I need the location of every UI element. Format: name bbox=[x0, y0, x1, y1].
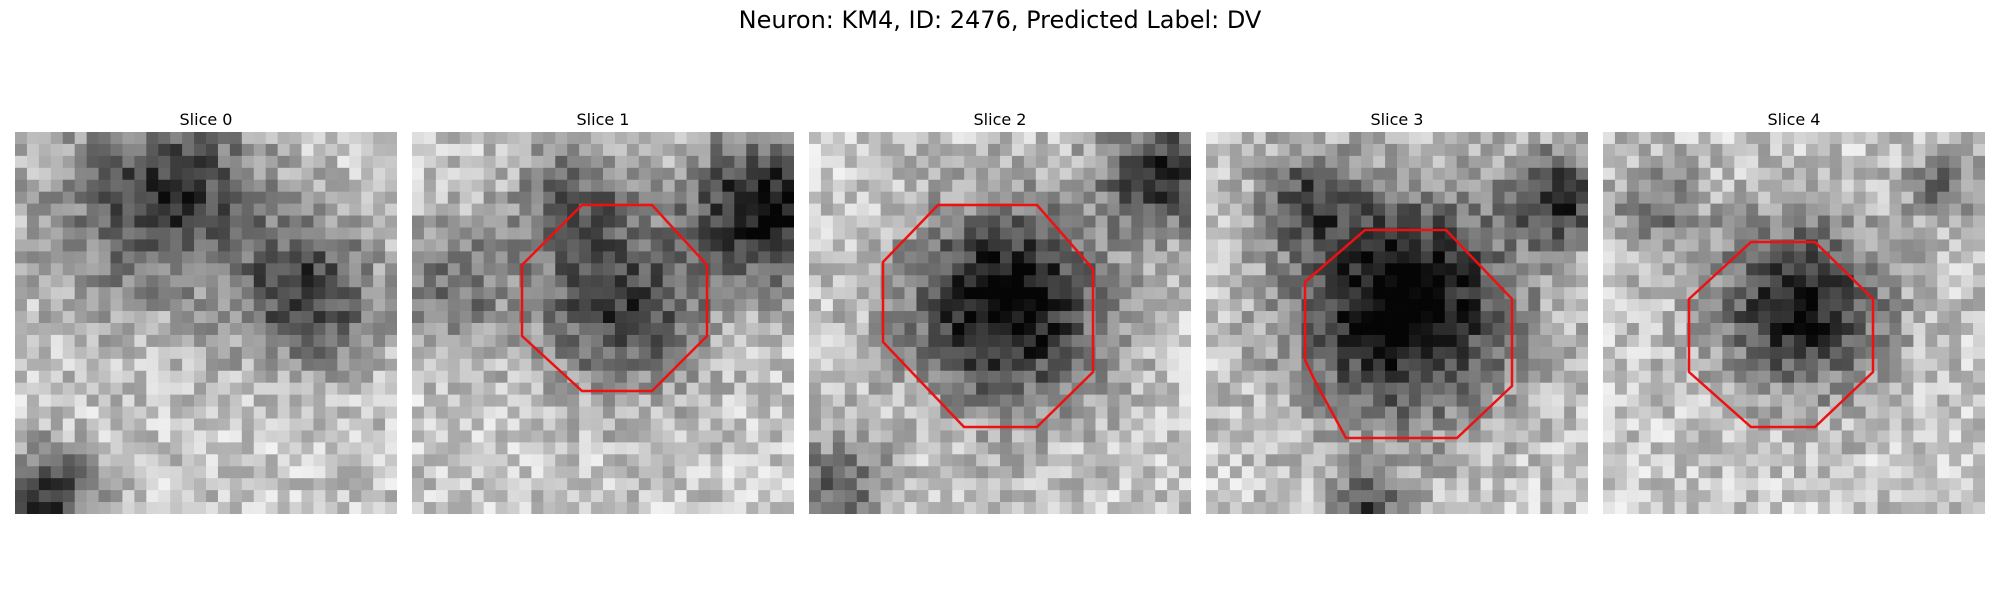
slice-image bbox=[1603, 132, 1985, 514]
roi-outline bbox=[1687, 240, 1875, 429]
slice-panel-2: Slice 2 bbox=[809, 108, 1191, 514]
slice-image bbox=[15, 132, 397, 514]
slice-title: Slice 3 bbox=[1370, 110, 1424, 129]
slice-panel-1: Slice 1 bbox=[412, 108, 794, 514]
roi-outline bbox=[1303, 228, 1514, 440]
slice-panel-0: Slice 0 bbox=[15, 108, 397, 514]
pixel-grid bbox=[412, 132, 794, 514]
slice-title: Slice 4 bbox=[1767, 110, 1821, 129]
slice-image bbox=[1206, 132, 1588, 514]
roi-outline bbox=[520, 203, 709, 393]
roi-outline bbox=[881, 203, 1095, 429]
pixel-grid bbox=[1206, 132, 1588, 514]
slice-title: Slice 0 bbox=[179, 110, 233, 129]
pixel-grid bbox=[1603, 132, 1985, 514]
slice-image bbox=[809, 132, 1191, 514]
figure-title: Neuron: KM4, ID: 2476, Predicted Label: … bbox=[738, 6, 1262, 34]
slice-title: Slice 2 bbox=[973, 110, 1027, 129]
slice-panel-4: Slice 4 bbox=[1603, 108, 1985, 514]
slice-panel-3: Slice 3 bbox=[1206, 108, 1588, 514]
pixel-grid bbox=[15, 132, 397, 514]
slice-title: Slice 1 bbox=[576, 110, 630, 129]
slice-image bbox=[412, 132, 794, 514]
pixel-grid bbox=[809, 132, 1191, 514]
